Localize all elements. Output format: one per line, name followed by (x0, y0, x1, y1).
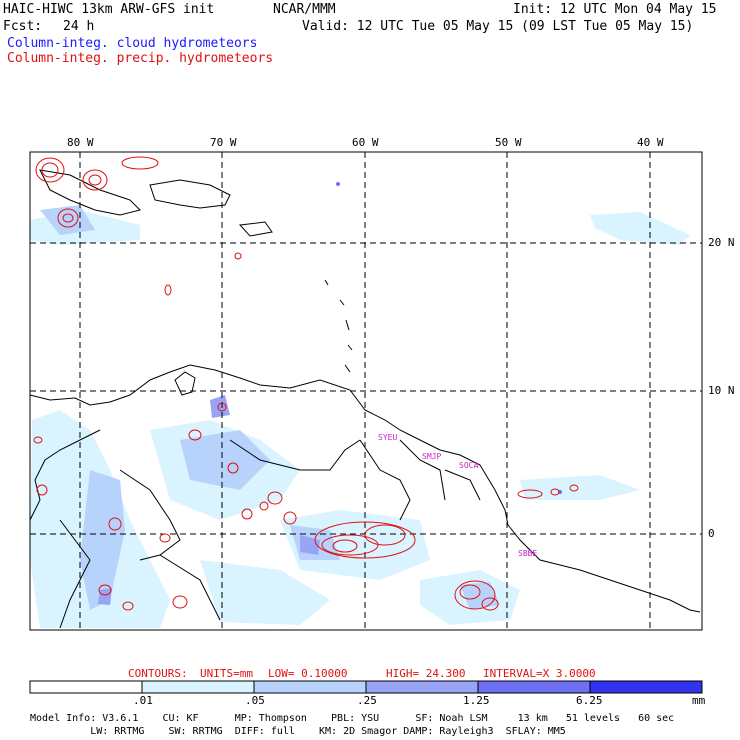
contours-label: CONTOURS: (128, 667, 188, 680)
model-title: HAIC-HIWC 13km ARW-GFS init (3, 2, 215, 17)
colorbar-units: mm (692, 694, 706, 707)
lon-label-70w: 70 W (210, 136, 237, 149)
model-info-line2: LW: RRTMG SW: RRTMG DIFF: full KM: 2D Sm… (30, 726, 566, 737)
forecast-label: Fcst: (3, 19, 43, 34)
cloud-shading (30, 210, 690, 628)
colorbar (29, 680, 703, 694)
station-smjp: SMJP (422, 452, 442, 461)
station-soca: SOCA (459, 461, 479, 470)
model-info-line1: Model Info: V3.6.1 CU: KF MP: Thompson P… (30, 713, 675, 724)
lat-label-10n: 10 N (708, 384, 735, 397)
map-frame (29, 151, 703, 631)
coastlines (29, 169, 701, 629)
contours-units: UNITS=mm (200, 667, 253, 680)
grid-lines (30, 152, 702, 630)
valid-time: Valid: 12 UTC Tue 05 May 15 (09 LST Tue … (302, 19, 694, 34)
lon-label-40w: 40 W (637, 136, 664, 149)
precip-contours (33, 156, 579, 611)
field-precip-label: Column-integ. precip. hydrometeors (7, 51, 274, 66)
colorbar-label-625: 6.25 (576, 694, 603, 707)
org-label: NCAR/MMM (273, 2, 336, 17)
colorbar-label-125: 1.25 (463, 694, 490, 707)
station-syeu: SYEU (378, 433, 398, 442)
cloud-shading-medium (40, 182, 562, 610)
contours-interval: INTERVAL=X 3.0000 (483, 667, 596, 680)
lat-label-eq: 0 (708, 527, 715, 540)
colorbar-label-01: .01 (133, 694, 153, 707)
field-cloud-label: Column-integ. cloud hydrometeors (7, 36, 258, 51)
contours-low: LOW= 0.10000 (268, 667, 348, 680)
lon-label-80w: 80 W (67, 136, 94, 149)
lat-label-20n: 20 N (708, 236, 735, 249)
init-time: Init: 12 UTC Mon 04 May 15 (513, 2, 717, 17)
forecast-hours: 24 h (63, 19, 95, 34)
lon-label-50w: 50 W (495, 136, 522, 149)
station-sbbe: SBBE (518, 549, 538, 558)
colorbar-label-05: .05 (245, 694, 265, 707)
colorbar-label-25: .25 (357, 694, 377, 707)
contours-high: HIGH= 24.300 (386, 667, 466, 680)
lon-label-60w: 60 W (352, 136, 379, 149)
